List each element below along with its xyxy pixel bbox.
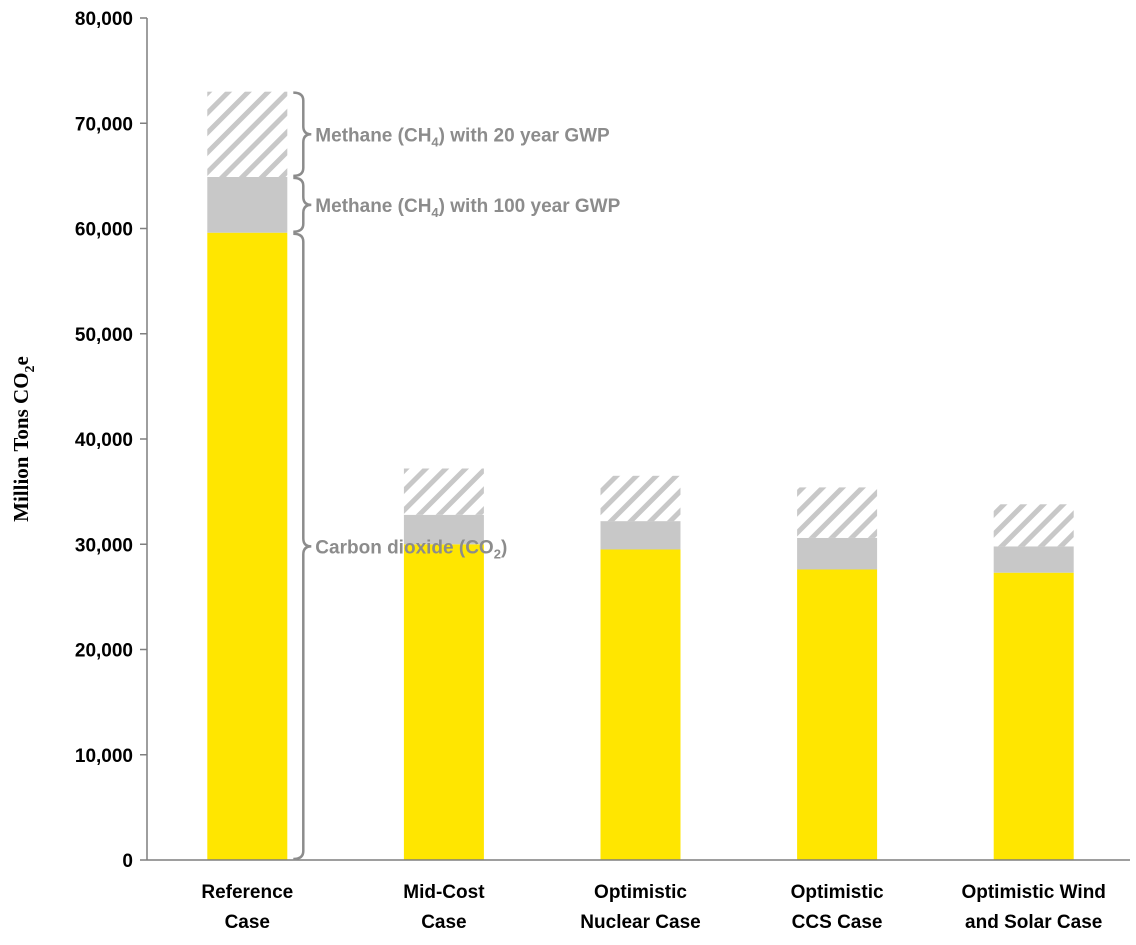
bar-ch4_100-2 xyxy=(600,521,681,550)
brace-ch4_100 xyxy=(293,176,312,233)
bar-ch4_20-1 xyxy=(403,468,484,515)
bar-ch4_100-4 xyxy=(993,546,1074,573)
x-tick-label-0-1: Case xyxy=(225,912,270,933)
x-tick-label-2-0: Optimistic xyxy=(594,882,687,903)
bar-ch4_100-1 xyxy=(403,514,484,545)
y-tick-label-7: 70,000 xyxy=(75,114,133,135)
x-tick-label-3-0: Optimistic xyxy=(791,882,884,903)
x-tick-label-1-0: Mid-Cost xyxy=(403,882,485,903)
bar-ch4_100-0 xyxy=(207,176,288,233)
bar-ch4_20-0 xyxy=(207,91,288,177)
bar-ch4_20-4 xyxy=(993,504,1074,547)
axes-layer: 0 10,000 20,000 30,000 40,000 50,000 60,000 70,… xyxy=(9,9,1130,933)
brace-ch4_20 xyxy=(293,91,312,178)
x-tick-label-4-1: and Solar Case xyxy=(965,912,1102,933)
y-tick-label-6: 60,000 xyxy=(75,220,133,241)
x-tick-label-3-1: CCS Case xyxy=(792,912,883,933)
y-tick-label-3: 30,000 xyxy=(75,535,133,556)
bar-co2-0 xyxy=(207,232,288,860)
bar-co2-3 xyxy=(797,569,878,860)
bar-ch4_100-3 xyxy=(797,537,878,570)
x-tick-label-4-0: Optimistic Wind xyxy=(961,882,1105,903)
bar-ch4_20-3 xyxy=(797,487,878,538)
y-tick-label-8: 80,000 xyxy=(75,9,133,30)
brace-co2 xyxy=(293,232,312,861)
annotation-ch4_20: Methane (CH4) with 20 year GWP xyxy=(315,125,610,149)
x-tick-label-2-1: Nuclear Case xyxy=(580,912,700,933)
annotation-ch4_100: Methane (CH4) with 100 year GWP xyxy=(315,196,620,220)
y-tick-label-5: 50,000 xyxy=(75,325,133,346)
x-tick-label-1-1: Case xyxy=(421,912,466,933)
bar-co2-2 xyxy=(600,549,681,860)
bars-layer xyxy=(207,91,1074,861)
bar-co2-4 xyxy=(993,572,1074,860)
annotation-co2: Carbon dioxide (CO2) xyxy=(315,537,507,561)
bar-ch4_20-2 xyxy=(600,475,681,522)
bar-co2-1 xyxy=(403,544,484,861)
y-tick-label-2: 20,000 xyxy=(75,641,133,662)
y-tick-label-4: 40,000 xyxy=(75,430,133,451)
annotations-layer: Methane (CH4) with 20 year GWP Methane (C… xyxy=(293,91,621,861)
y-tick-label-1: 10,000 xyxy=(75,746,133,767)
x-tick-label-0-0: Reference xyxy=(201,882,293,903)
y-axis-title: Million Tons CO2e xyxy=(9,356,38,522)
y-tick-label-0: 0 xyxy=(122,851,133,872)
